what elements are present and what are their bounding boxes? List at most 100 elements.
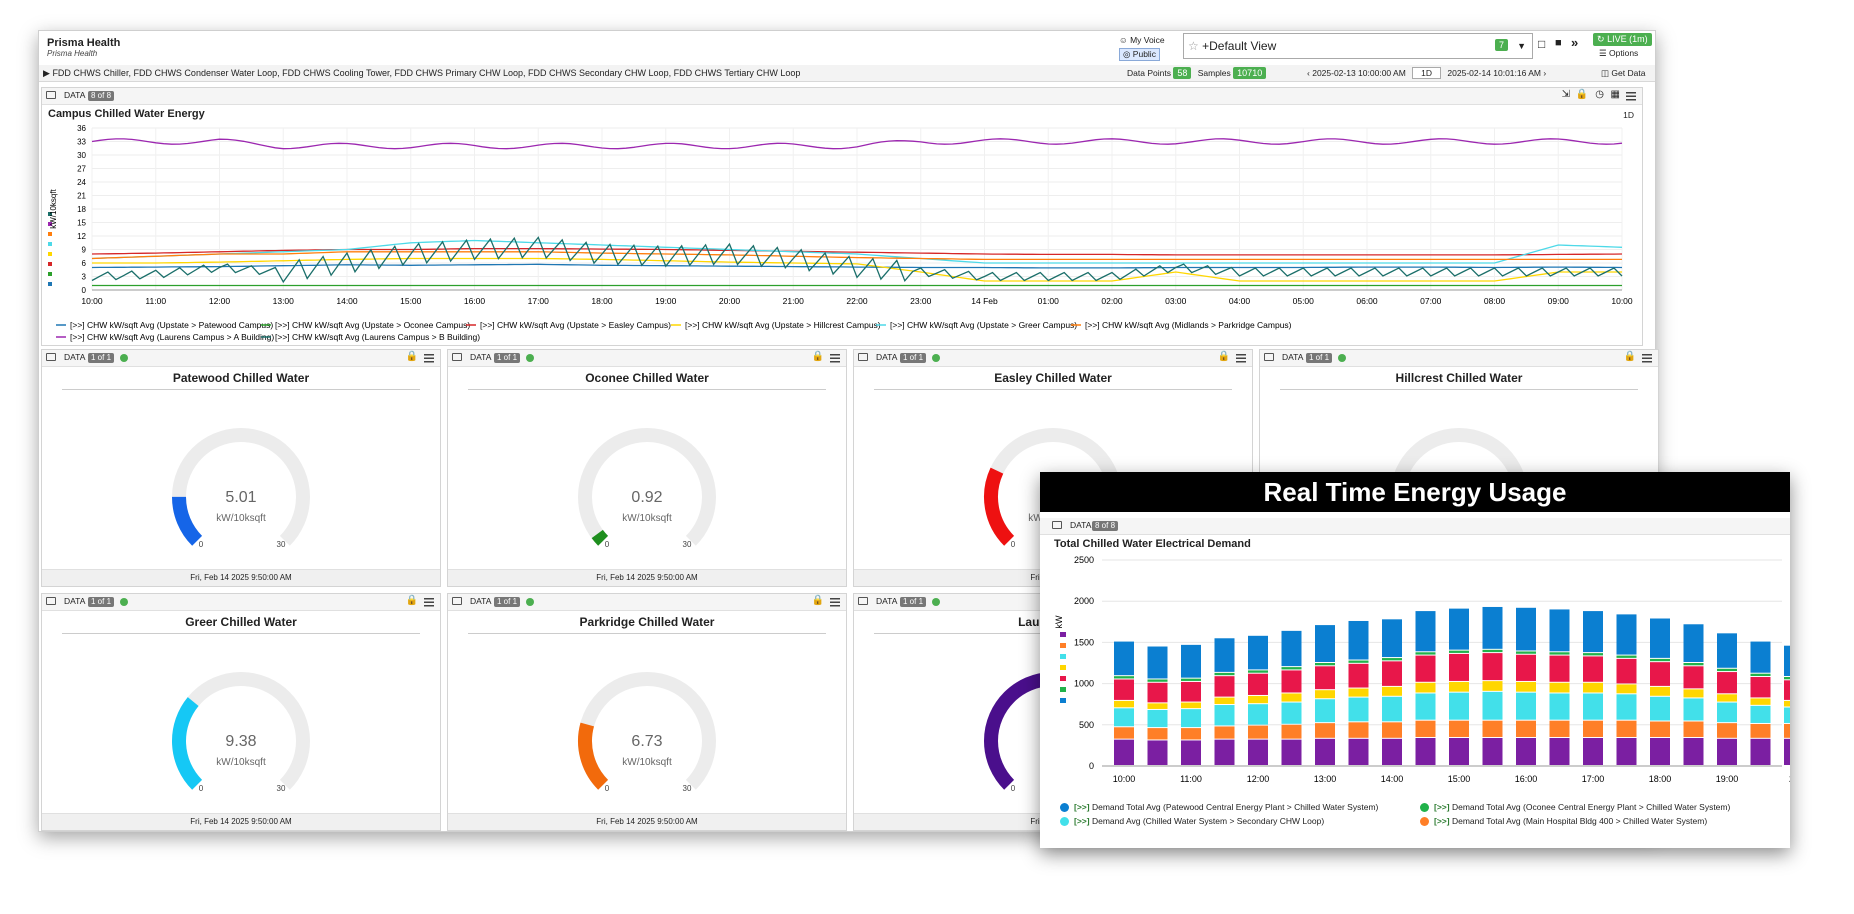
save-icon[interactable]: ■ — [1555, 37, 1562, 49]
more-icon[interactable]: » — [1571, 35, 1579, 50]
bar-segment — [1114, 700, 1134, 708]
gauge-title: Hillcrest Chilled Water — [1395, 371, 1523, 385]
series-line — [91, 239, 1623, 264]
my-voice-link[interactable]: ☺ My Voice — [1119, 35, 1165, 45]
y-tick-label: 36 — [77, 124, 86, 133]
legend-item[interactable]: [>>] CHW kW/sqft Avg (Upstate > Hillcres… — [685, 320, 881, 330]
public-toggle[interactable]: ◎ Public — [1119, 48, 1160, 61]
x-tick-label: 18:00 — [591, 296, 613, 306]
gauge-track — [578, 428, 716, 546]
window-icon[interactable] — [1052, 521, 1062, 529]
axis-swatch — [48, 242, 52, 246]
legend-prefix: [>>] — [1434, 802, 1450, 812]
star-icon[interactable]: ☆ — [1188, 39, 1199, 53]
window-icon[interactable] — [858, 353, 868, 361]
gauge-max: 30 — [277, 540, 286, 549]
options-menu[interactable]: ☰ Options — [1599, 48, 1639, 58]
lock-icon[interactable]: 🔒 — [1217, 351, 1230, 362]
clock-icon[interactable]: ◷ — [1595, 89, 1604, 100]
legend-item[interactable]: [>>] CHW kW/sqft Avg (Upstate > Greer Ca… — [890, 320, 1077, 330]
legend-item[interactable]: [>>] CHW kW/sqft Avg (Upstate > Oconee C… — [275, 320, 470, 330]
view-selector[interactable]: ☆ +Default View 7 ▼ — [1183, 33, 1533, 59]
bar-segment — [1415, 652, 1436, 655]
legend-item[interactable]: [>>] CHW kW/sqft Avg (Upstate > Easley C… — [480, 320, 671, 330]
gauge-value: 5.01 — [225, 489, 256, 506]
legend-item[interactable]: [>>] Demand Total Avg (Oconee Central En… — [1420, 802, 1730, 813]
window-icon[interactable] — [858, 597, 868, 605]
menu-icon[interactable] — [424, 354, 434, 363]
end-date[interactable]: 2025-02-14 10:01:16 AM — [1447, 68, 1541, 78]
chevron-right-icon[interactable]: › — [1543, 68, 1547, 78]
bar-segment — [1717, 633, 1737, 668]
window-icon[interactable] — [452, 597, 462, 605]
gauge-unit: kW/10ksqft — [622, 513, 672, 524]
bar-segment — [1382, 658, 1402, 661]
data-count-badge: 1 of 1 — [88, 597, 115, 607]
x-tick-label: 13:00 — [1314, 774, 1337, 784]
chevron-left-icon[interactable]: ‹ — [1307, 68, 1310, 78]
bar-segment — [1482, 649, 1503, 653]
gauge-fill — [171, 496, 203, 546]
x-tick-label: 04:00 — [1229, 296, 1251, 306]
lock-icon[interactable]: 🔒 — [811, 351, 824, 362]
window-icon[interactable] — [46, 597, 56, 605]
bar-segment — [1583, 656, 1603, 682]
menu-icon[interactable] — [830, 354, 840, 363]
legend-item[interactable]: [>>] Demand Total Avg (Patewood Central … — [1060, 802, 1378, 813]
lock-icon[interactable]: 🔒 — [405, 351, 418, 362]
play-icon[interactable]: ▶ — [43, 68, 50, 78]
lock-icon[interactable]: 🔒 — [405, 595, 418, 606]
window-icon[interactable] — [46, 353, 56, 361]
menu-icon[interactable] — [1236, 354, 1246, 363]
bar-segment — [1315, 666, 1335, 690]
bar-segment — [1750, 738, 1771, 765]
bar-segment — [1784, 723, 1790, 738]
title-divider — [468, 389, 826, 390]
export-icon[interactable]: ⇲ — [1561, 89, 1570, 100]
bar-segment — [1784, 645, 1790, 677]
x-tick-label: 11:00 — [145, 296, 166, 306]
legend-item[interactable]: [>>] CHW kW/sqft Avg (Upstate > Patewood… — [70, 320, 273, 330]
legend-dot — [1420, 817, 1429, 827]
y-tick-label: 0 — [82, 286, 87, 295]
bar-segment — [1382, 722, 1402, 738]
legend-item[interactable]: [>>] CHW kW/sqft Avg (Laurens Campus > A… — [70, 332, 274, 342]
gauge-value: 0.92 — [631, 489, 662, 506]
lock-icon[interactable]: 🔒 — [811, 595, 824, 606]
overlay-toolbar: DATA 8 of 8 — [1040, 518, 1790, 535]
data-count-badge: 1 of 1 — [1306, 353, 1333, 363]
bar-segment — [1415, 737, 1436, 765]
table-icon[interactable]: ▦ — [1610, 89, 1620, 100]
menu-icon[interactable] — [830, 598, 840, 607]
x-tick-label: 18:00 — [1649, 774, 1672, 784]
bar-segment — [1315, 690, 1335, 699]
gauge-track — [172, 428, 310, 546]
get-data-button[interactable]: ◫ Get Data — [1601, 68, 1646, 78]
x-tick-label: 10:00 — [1611, 296, 1633, 306]
window-icon[interactable] — [1264, 353, 1274, 361]
range-input[interactable]: 1D — [1412, 67, 1442, 79]
legend-item[interactable]: [>>] CHW kW/sqft Avg (Laurens Campus > B… — [275, 332, 480, 342]
window-icon[interactable] — [452, 353, 462, 361]
chevron-down-icon[interactable]: ▼ — [1517, 41, 1526, 51]
new-view-icon[interactable]: □ — [1538, 37, 1546, 51]
lock-icon[interactable]: 🔒 — [1575, 89, 1588, 100]
bar-segment — [1214, 638, 1235, 672]
menu-icon[interactable] — [1626, 92, 1636, 101]
live-badge[interactable]: ↻ LIVE (1m) — [1593, 33, 1652, 46]
bar-segment — [1348, 722, 1369, 738]
lock-icon[interactable]: 🔒 — [1623, 351, 1636, 362]
menu-icon[interactable] — [1642, 354, 1652, 363]
bar-segment — [1181, 709, 1201, 728]
bar-segment — [1382, 696, 1402, 722]
start-date[interactable]: 2025-02-13 10:00:00 AM — [1312, 68, 1406, 78]
legend-item[interactable]: [>>] Demand Total Avg (Main Hospital Bld… — [1420, 816, 1707, 827]
legend-item[interactable]: [>>] CHW kW/sqft Avg (Midlands > Parkrid… — [1085, 320, 1292, 330]
gauge-unit: kW/10ksqft — [216, 513, 266, 524]
app-header: Prisma Health Prisma Health — [47, 37, 120, 58]
legend-item[interactable]: [>>] Demand Avg (Chilled Water System > … — [1060, 816, 1324, 827]
window-icon[interactable] — [46, 91, 56, 99]
bar-segment — [1482, 653, 1503, 681]
menu-icon[interactable] — [424, 598, 434, 607]
globe-icon: ◎ — [1123, 49, 1131, 59]
